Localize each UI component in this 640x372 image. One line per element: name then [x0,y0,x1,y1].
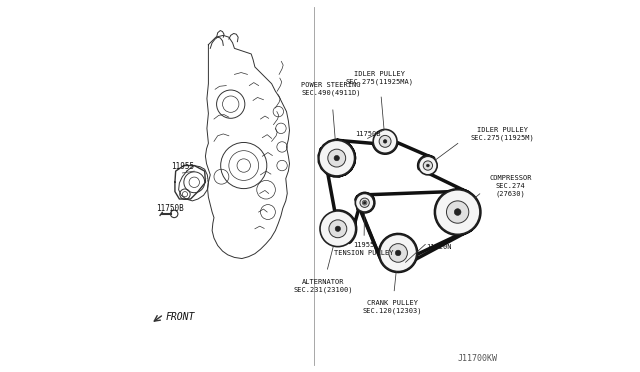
Circle shape [355,193,374,212]
Circle shape [319,140,355,176]
Text: IDLER PULLEY
SEC.275(11925M): IDLER PULLEY SEC.275(11925M) [470,127,534,141]
Text: FRONT: FRONT [166,312,195,322]
Circle shape [423,161,433,170]
Circle shape [380,234,417,272]
Text: 11720N: 11720N [426,244,452,250]
Circle shape [334,155,339,161]
Circle shape [335,226,340,231]
Circle shape [360,198,369,207]
Text: J11700KW: J11700KW [458,355,498,363]
Circle shape [364,201,366,204]
Text: 11955: 11955 [171,162,194,171]
Text: 11750B: 11750B [355,131,380,137]
Circle shape [419,156,437,175]
Text: POWER STEERING
SEC.490(4911D): POWER STEERING SEC.490(4911D) [301,82,361,96]
Circle shape [426,164,429,167]
Circle shape [396,250,401,256]
Circle shape [447,201,468,223]
Circle shape [320,211,356,247]
Text: IDLER PULLEY
SEC.275(11925MA): IDLER PULLEY SEC.275(11925MA) [346,71,413,85]
Circle shape [389,244,408,262]
Circle shape [329,220,347,238]
Circle shape [454,209,461,215]
Text: 11955
TENSION PULLEY: 11955 TENSION PULLEY [334,243,394,256]
Text: COMPRESSOR
SEC.274
(27630): COMPRESSOR SEC.274 (27630) [489,175,532,197]
Circle shape [435,190,480,234]
Circle shape [373,129,397,153]
Text: CRANK PULLEY
SEC.120(12303): CRANK PULLEY SEC.120(12303) [363,300,422,314]
Text: 11750B: 11750B [156,204,184,213]
Circle shape [328,149,346,167]
Circle shape [379,135,391,147]
Text: ALTERNATOR
SEC.231(23100): ALTERNATOR SEC.231(23100) [293,279,353,294]
Circle shape [383,140,387,143]
